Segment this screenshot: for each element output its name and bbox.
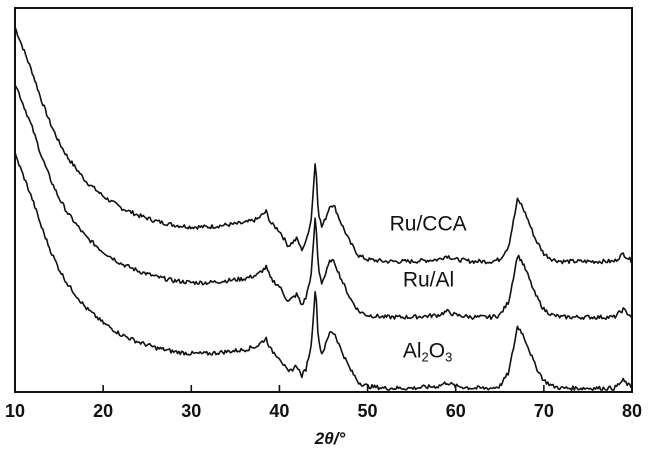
series-line-3 [14,152,632,391]
x-tick-label: 10 [5,401,25,421]
x-tick-label: 30 [181,401,201,421]
x-ticks-group [14,385,633,392]
x-tick-label: 60 [446,401,466,421]
series-label-3: Al2O3 [403,339,453,364]
x-tick-label: 80 [622,401,642,421]
series-label-2: Ru/Al [403,268,454,291]
plot-frame [14,7,633,393]
series-label-1: Ru/CCA [390,213,467,236]
series-line-1 [14,26,632,265]
x-tick-label: 20 [93,401,113,421]
x-tick-label: 40 [269,401,289,421]
x-axis-title: 2θ/° [314,429,346,448]
x-tick-label: 50 [358,401,378,421]
x-tick-label: 70 [534,401,554,421]
x-tick-labels-group: 10 20 30 40 50 60 70 80 [5,401,642,421]
series-line-2 [14,84,632,320]
series-labels-group: Ru/CCA Ru/Al Al2O3 [390,213,467,365]
curves-group [14,26,632,391]
